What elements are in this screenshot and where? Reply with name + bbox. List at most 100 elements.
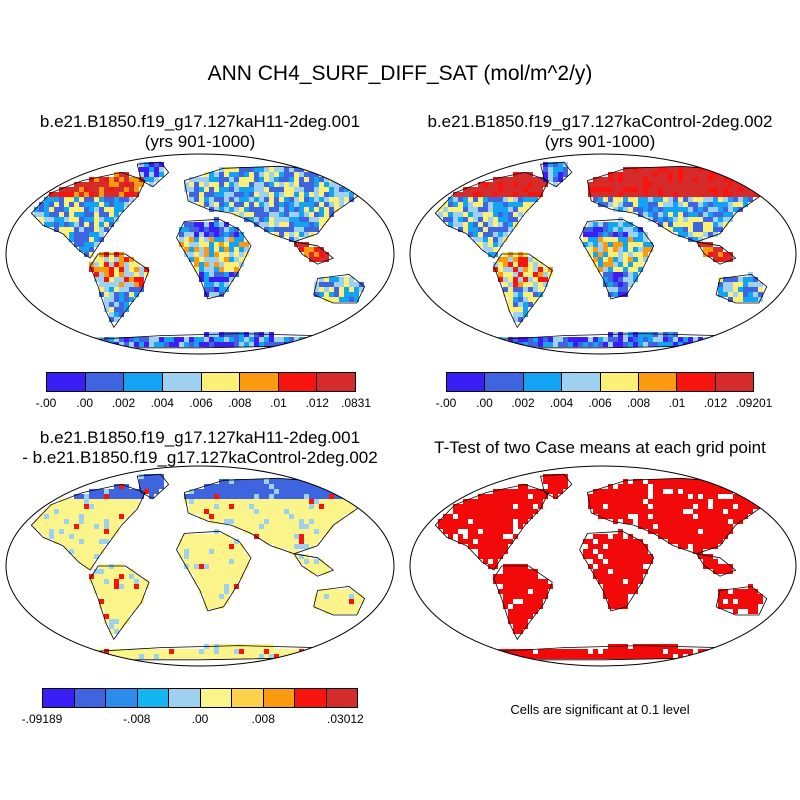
coastline-southAmerica: [493, 253, 553, 329]
colorbar-box: [278, 373, 318, 391]
panel-title-bottom-left: b.e21.B1850.f19_g17.127kaH11-2deg.001 - …: [0, 428, 400, 468]
coastline-africa: [176, 218, 252, 300]
land-grid-cells: [438, 162, 768, 347]
coastline-northAmerica: [434, 483, 549, 571]
colorbar-box: [600, 373, 639, 391]
colorbar-tick-label: .03012: [327, 712, 364, 726]
colorbar-box: [106, 689, 138, 707]
colorbar-tick-label: .008: [251, 712, 275, 726]
colorbar-box: [677, 373, 716, 391]
colorbar-tick-label: .002: [111, 396, 136, 410]
coastline-seAsia: [695, 241, 737, 265]
coastline-seAsia: [695, 553, 737, 577]
colorbar-tick-label: .01: [270, 396, 287, 410]
panel-title-top-right-line1: b.e21.B1850.f19_g17.127kaControl-2deg.00…: [427, 112, 773, 131]
coastline-southAmerica: [493, 565, 553, 641]
colorbar-box: [240, 373, 279, 391]
coastline-greenland: [136, 161, 170, 188]
colorbar-box: [74, 689, 106, 707]
colorbar-box: [523, 373, 563, 391]
colorbar-box: [169, 689, 201, 707]
significance-note: Cells are significant at 0.1 level: [510, 702, 690, 717]
colorbar-tick-label: .09201: [735, 396, 773, 410]
colorbar-tick-label: .0831: [340, 396, 372, 410]
coastline-seAsia: [293, 241, 335, 265]
panel-title-bottom-left-line1: b.e21.B1850.f19_g17.127kaH11-2deg.001: [39, 428, 361, 447]
colorbar-tick-label: .00: [76, 396, 94, 410]
colorbar-box: [162, 373, 202, 391]
panel-title-top-left-line2: (yrs 901-1000): [144, 132, 256, 151]
panel-title-top-right-line2: (yrs 901-1000): [544, 132, 656, 151]
colorbar-box: [43, 689, 75, 707]
colorbar-tick-label: .006: [189, 396, 213, 410]
colorbar-box: [295, 689, 327, 707]
colorbar-box: [85, 373, 125, 391]
colorbar-tick-label: -.09189: [21, 712, 63, 726]
coastline-australia: [313, 585, 366, 616]
coastline-africa: [579, 530, 655, 612]
colorbar-box: [232, 689, 264, 707]
colorbar-tick-label: .00: [191, 712, 209, 726]
colorbar-top-right: [446, 372, 754, 392]
coastline-southAmerica: [89, 253, 150, 329]
colorbar-tick-label: -.008: [123, 712, 151, 726]
colorbar-tick-label: .004: [150, 396, 174, 410]
map-panel-control: [409, 153, 797, 355]
colorbar-box: [447, 373, 486, 391]
coastline-northAmerica: [434, 171, 549, 259]
colorbar-top-right-labels: -.00 .00 .002 .004 .006 .008 .01 .012 .09201: [436, 396, 773, 412]
colorbar-bottom-left: [42, 688, 358, 708]
colorbar-box: [47, 373, 86, 391]
land-grid-cells: [438, 474, 768, 659]
colorbar-tick-label: .008: [626, 396, 651, 410]
colorbar-top-left: [46, 372, 356, 392]
coastline-seAsia: [293, 553, 335, 577]
colorbar-top-left-labels: -.00 .00 .002 .004 .006 .008 .01 .012 .0831: [36, 396, 371, 412]
coastline-australia: [313, 273, 366, 304]
colorbar-box: [263, 689, 295, 707]
panel-title-top-left: b.e21.B1850.f19_g17.127kaH11-2deg.001 (y…: [0, 112, 400, 152]
colorbar-box: [562, 373, 601, 391]
colorbar-box: [715, 373, 753, 391]
colorbar-tick-label: .008: [228, 396, 252, 410]
colorbar-tick-label: .012: [305, 396, 329, 410]
colorbar-box: [638, 373, 678, 391]
colorbar-tick-label: -.00: [435, 396, 457, 410]
coastline-northAmerica: [30, 483, 146, 571]
panel-title-bottom-left-line2: - b.e21.B1850.f19_g17.127kaControl-2deg.…: [22, 448, 378, 467]
colorbar-box: [201, 373, 241, 391]
colorbar-tick-label: .002: [511, 396, 535, 410]
colorbar-tick-label: .012: [703, 396, 728, 410]
colorbar-tick-label: -.00: [35, 396, 57, 410]
coastline-africa: [579, 218, 655, 300]
colorbar-tick-label: .00: [476, 396, 493, 410]
colorbar-box: [200, 689, 232, 707]
coastline-northAmerica: [30, 171, 146, 259]
map-panel-h11: [5, 153, 395, 355]
coastline-africa: [176, 530, 252, 612]
colorbar-box: [124, 373, 163, 391]
coastline-greenland: [540, 473, 573, 500]
colorbar-box: [326, 689, 357, 707]
colorbar-tick-label: .004: [549, 396, 574, 410]
map-border: [5, 465, 395, 667]
coastline-australia: [715, 273, 768, 304]
coastline-greenland: [540, 161, 573, 188]
colorbar-box: [137, 689, 169, 707]
coastline-greenland: [136, 473, 170, 500]
map-panel-difference: [5, 465, 395, 667]
map-border: [5, 153, 395, 355]
map-border: [409, 465, 797, 667]
coastline-australia: [715, 585, 768, 616]
coastline-southAmerica: [89, 565, 150, 641]
panel-title-bottom-right: T-Test of two Case means at each grid po…: [434, 438, 766, 457]
colorbar-box: [485, 373, 524, 391]
colorbar-box: [317, 373, 355, 391]
panel-title-top-left-line1: b.e21.B1850.f19_g17.127kaH11-2deg.001: [39, 112, 361, 131]
colorbar-bottom-left-labels: -.09189 -.008 .00 .008 .03012: [22, 712, 364, 728]
panel-title-top-right: b.e21.B1850.f19_g17.127kaControl-2deg.00…: [400, 112, 800, 152]
map-border: [409, 153, 797, 355]
colorbar-tick-label: .01: [668, 396, 686, 410]
figure-title: ANN CH4_SURF_DIFF_SAT (mol/m^2/y): [207, 62, 593, 85]
colorbar-tick-label: .006: [588, 396, 612, 410]
